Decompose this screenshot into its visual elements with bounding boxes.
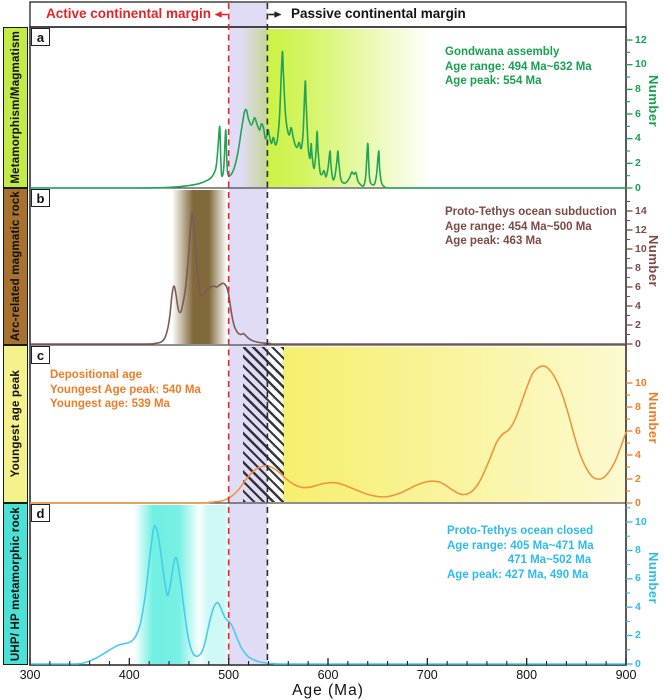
- annotation-gondwana-assembly: Gondwana assembly Age range: 494 Ma~632 M…: [445, 45, 592, 89]
- annotation-line: 471 Ma~502 Ma: [447, 554, 592, 566]
- ytick-label: 6: [635, 280, 641, 293]
- ytick-label: 8: [635, 82, 641, 95]
- ytick-label: 10: [635, 376, 647, 389]
- annotation-line: Proto-Tethys ocean subduction: [445, 206, 617, 218]
- curve-a: [30, 50, 626, 189]
- plot-border: [29, 26, 627, 666]
- ytick-label: 0: [635, 337, 641, 350]
- ytick-label: 0: [635, 181, 641, 194]
- annotation-line: Proto-Tethys ocean closed: [447, 525, 594, 537]
- ytick-label: 8: [635, 400, 641, 413]
- xtick-label: 900: [615, 668, 637, 682]
- ytick-label: 4: [635, 448, 641, 461]
- strip-arc-related-magmatic-rock: Arc-related magmatic rock: [3, 188, 28, 345]
- xtick-label: 400: [118, 668, 140, 682]
- annotation-line: Age range: 494 Ma~632 Ma: [445, 60, 592, 73]
- xtick-label: 300: [19, 668, 41, 682]
- ytick-label: 2: [635, 472, 641, 485]
- header-box: [29, 1, 627, 28]
- active-margin-label: Active continental margin: [45, 6, 211, 21]
- ytick-label: 4: [635, 600, 641, 613]
- curve-b: [29, 211, 626, 345]
- ytick-label: 8: [635, 543, 641, 556]
- ytick-label: 10: [635, 515, 647, 528]
- passive-margin-arrowhead: [274, 11, 282, 18]
- curve-c: [30, 365, 627, 504]
- annotation-line: Gondwana assembly: [445, 46, 560, 58]
- ytick-label: 2: [635, 629, 641, 642]
- active-margin-arrowhead: [214, 11, 222, 18]
- ytick-label: 6: [635, 572, 641, 585]
- passive-margin-label: Passive continental margin: [291, 6, 466, 21]
- xtick-label: 800: [516, 668, 538, 682]
- y-axis-title-d: Number: [646, 552, 661, 605]
- curve-d: [30, 525, 626, 665]
- ytick-label: 4: [635, 299, 641, 312]
- y-axis-title-b: Number: [646, 235, 661, 288]
- annotation-proto-tethys-subduction: Proto-Tethys ocean subduction Age range: …: [445, 205, 617, 249]
- ytick-label: 14: [635, 204, 647, 217]
- y-axis-title-a: Number: [646, 75, 661, 128]
- annotation-line: Youngest Age peak: 540 Ma: [50, 383, 201, 396]
- strip-uhp-hp-metamorphic-rock: UHP/ HP metamorphic rock: [3, 503, 28, 665]
- ytick-label: 6: [635, 424, 641, 437]
- annotation-proto-tethys-closed: Proto-Tethys ocean closed Age range: 405 …: [447, 524, 594, 582]
- ytick-label: 4: [635, 132, 641, 145]
- annotation-line: Depositional age: [50, 369, 143, 381]
- ytick-label: 0: [635, 657, 641, 670]
- gradient-band: [199, 504, 231, 664]
- panel-letter-d: d: [31, 504, 50, 522]
- xtick-label: 700: [416, 668, 438, 682]
- strip-youngest-age-peak: Youngest age peak: [3, 345, 28, 503]
- x-axis-title: Age (Ma): [292, 682, 364, 699]
- annotation-line: Age peak: 554 Ma: [445, 75, 542, 87]
- panel-letter-c: c: [31, 346, 50, 364]
- annotation-line: Age peak: 463 Ma: [445, 235, 542, 247]
- annotation-line: Age peak: 427 Ma, 490 Ma: [447, 568, 589, 581]
- ytick-label: 10: [635, 242, 647, 255]
- ytick-label: 12: [635, 223, 647, 236]
- ytick-label: 0: [635, 496, 641, 509]
- y-axis-title-c: Number: [646, 392, 661, 445]
- ytick-label: 6: [635, 107, 641, 120]
- ytick-label: 2: [635, 318, 641, 331]
- annotation-depositional-age: Depositional age Youngest Age peak: 540 M…: [50, 368, 201, 412]
- ytick-label: 2: [635, 156, 641, 169]
- annotation-line: Youngest age: 539 Ma: [50, 398, 170, 410]
- xtick-label: 600: [317, 668, 339, 682]
- annotation-line: Age range: 454 Ma~500 Ma: [445, 220, 592, 233]
- gradient-band: [172, 189, 229, 344]
- ytick-label: 10: [635, 58, 647, 71]
- annotation-line: Age range: 405 Ma~471 Ma: [447, 539, 594, 552]
- panel-letter-b: b: [31, 189, 50, 207]
- xtick-label: 500: [218, 668, 240, 682]
- ytick-label: 8: [635, 261, 641, 274]
- ytick-label: 12: [635, 33, 647, 46]
- gradient-band: [283, 346, 626, 502]
- strip-metamorphism-magmatism: Metamorphism/Magmatism: [3, 27, 28, 188]
- panel-letter-a: a: [31, 28, 50, 46]
